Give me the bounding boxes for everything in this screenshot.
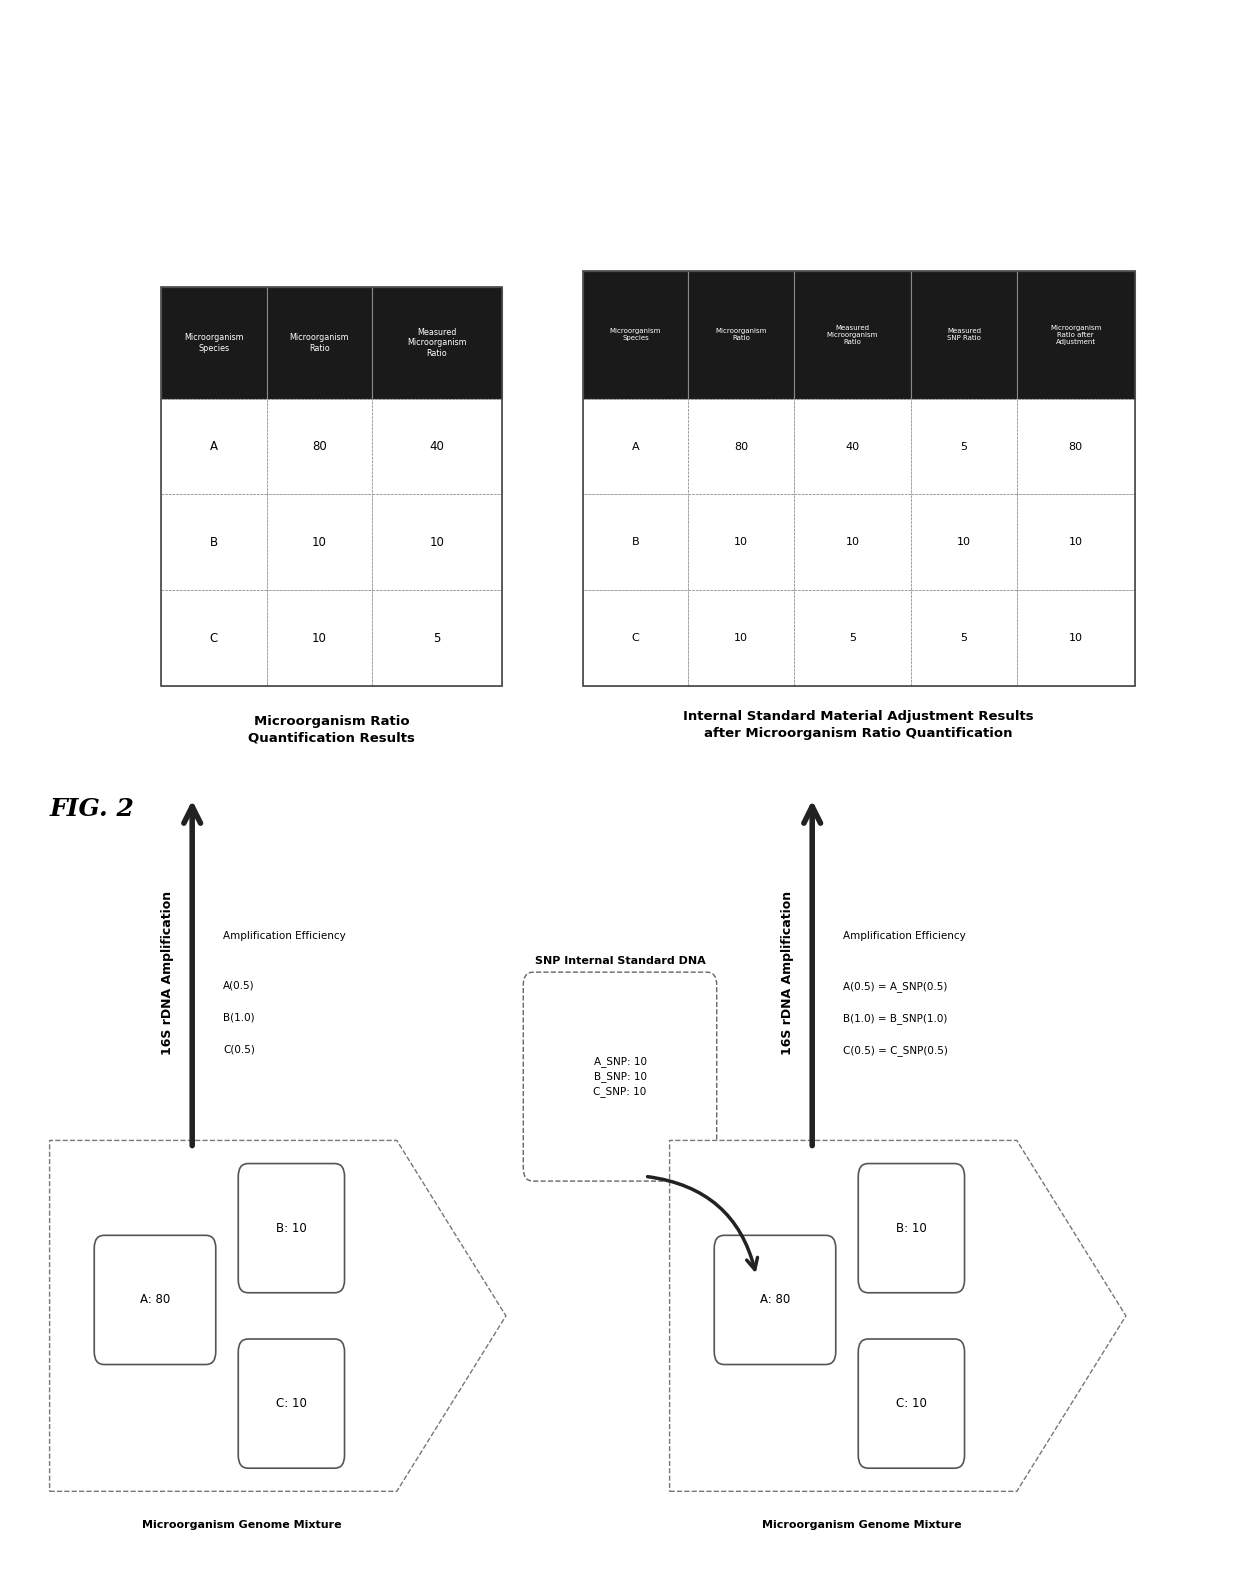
- FancyBboxPatch shape: [238, 1164, 345, 1292]
- Bar: [688, 271, 794, 399]
- Text: A: A: [631, 442, 640, 451]
- FancyBboxPatch shape: [238, 1340, 345, 1467]
- Text: 40: 40: [430, 440, 444, 453]
- Text: 80: 80: [1069, 442, 1083, 451]
- Text: 16S rDNA Amplification: 16S rDNA Amplification: [781, 892, 794, 1054]
- Text: 10: 10: [312, 536, 326, 549]
- Text: Measured
Microorganism
Ratio: Measured Microorganism Ratio: [827, 325, 878, 345]
- Text: Microorganism
Species: Microorganism Species: [184, 333, 244, 352]
- Text: A(0.5) = A_SNP(0.5): A(0.5) = A_SNP(0.5): [843, 981, 947, 992]
- Text: A: 80: A: 80: [140, 1294, 170, 1306]
- Text: B: 10: B: 10: [897, 1222, 926, 1235]
- Polygon shape: [670, 1140, 1126, 1491]
- Bar: [1017, 399, 1135, 494]
- Bar: [1017, 590, 1135, 686]
- FancyBboxPatch shape: [523, 971, 717, 1180]
- Text: B(1.0) = B_SNP(1.0): B(1.0) = B_SNP(1.0): [843, 1013, 947, 1024]
- Bar: [688, 590, 794, 686]
- Text: Measured
SNP Ratio: Measured SNP Ratio: [947, 329, 981, 341]
- Text: FIG. 2: FIG. 2: [50, 798, 134, 821]
- Text: Microorganism Genome Mixture: Microorganism Genome Mixture: [143, 1520, 341, 1530]
- Text: 5: 5: [961, 633, 967, 643]
- Bar: [372, 494, 502, 590]
- Text: 10: 10: [1069, 633, 1083, 643]
- Text: 10: 10: [957, 538, 971, 547]
- Bar: [794, 399, 911, 494]
- Text: 10: 10: [734, 633, 748, 643]
- Text: A_SNP: 10
B_SNP: 10
C_SNP: 10: A_SNP: 10 B_SNP: 10 C_SNP: 10: [594, 1056, 646, 1097]
- FancyBboxPatch shape: [858, 1340, 965, 1467]
- Text: 5: 5: [849, 633, 856, 643]
- Bar: [161, 494, 267, 590]
- Bar: [911, 494, 1017, 590]
- Bar: [794, 494, 911, 590]
- Bar: [267, 590, 372, 686]
- Bar: [911, 590, 1017, 686]
- FancyBboxPatch shape: [94, 1235, 216, 1364]
- Text: 10: 10: [430, 536, 444, 549]
- Bar: [161, 287, 267, 399]
- Bar: [372, 399, 502, 494]
- Text: Amplification Efficiency: Amplification Efficiency: [223, 931, 346, 941]
- Text: Microorganism Ratio
Quantification Results: Microorganism Ratio Quantification Resul…: [248, 715, 415, 745]
- Text: C: C: [210, 632, 218, 644]
- Bar: [267, 494, 372, 590]
- Text: SNP Internal Standard DNA: SNP Internal Standard DNA: [534, 955, 706, 965]
- Bar: [583, 271, 688, 399]
- Bar: [794, 271, 911, 399]
- Bar: [267, 287, 372, 399]
- Bar: [372, 590, 502, 686]
- Bar: [583, 271, 1135, 686]
- Text: Microorganism
Ratio: Microorganism Ratio: [715, 329, 766, 341]
- Text: Microorganism
Species: Microorganism Species: [610, 329, 661, 341]
- Bar: [1017, 494, 1135, 590]
- Text: A(0.5): A(0.5): [223, 981, 255, 990]
- Text: 16S rDNA Amplification: 16S rDNA Amplification: [161, 892, 174, 1054]
- Text: Measured
Microorganism
Ratio: Measured Microorganism Ratio: [407, 329, 467, 357]
- Text: C(0.5): C(0.5): [223, 1045, 255, 1054]
- Bar: [688, 399, 794, 494]
- Bar: [583, 399, 688, 494]
- FancyBboxPatch shape: [858, 1164, 965, 1292]
- Text: B: B: [631, 538, 640, 547]
- Bar: [161, 287, 502, 686]
- Bar: [267, 399, 372, 494]
- Text: Microorganism
Ratio after
Adjustment: Microorganism Ratio after Adjustment: [1050, 325, 1101, 345]
- Text: 80: 80: [734, 442, 748, 451]
- Text: C: C: [631, 633, 640, 643]
- FancyBboxPatch shape: [714, 1235, 836, 1364]
- Text: 10: 10: [846, 538, 859, 547]
- Text: C: 10: C: 10: [277, 1397, 306, 1410]
- Bar: [794, 590, 911, 686]
- Text: 40: 40: [846, 442, 859, 451]
- Bar: [372, 287, 502, 399]
- Text: B: B: [210, 536, 218, 549]
- Text: Microorganism
Ratio: Microorganism Ratio: [289, 333, 350, 352]
- Text: Microorganism Genome Mixture: Microorganism Genome Mixture: [763, 1520, 961, 1530]
- Bar: [583, 494, 688, 590]
- Text: C(0.5) = C_SNP(0.5): C(0.5) = C_SNP(0.5): [843, 1045, 949, 1056]
- Bar: [583, 590, 688, 686]
- Text: 10: 10: [734, 538, 748, 547]
- Text: A: A: [210, 440, 218, 453]
- Bar: [911, 271, 1017, 399]
- Text: B: 10: B: 10: [277, 1222, 306, 1235]
- Text: B(1.0): B(1.0): [223, 1013, 255, 1022]
- Text: Amplification Efficiency: Amplification Efficiency: [843, 931, 966, 941]
- Bar: [1017, 271, 1135, 399]
- Bar: [161, 590, 267, 686]
- Bar: [161, 399, 267, 494]
- Bar: [911, 399, 1017, 494]
- Text: 80: 80: [312, 440, 326, 453]
- Text: 10: 10: [312, 632, 326, 644]
- Bar: [688, 494, 794, 590]
- Text: 5: 5: [434, 632, 440, 644]
- Text: Internal Standard Material Adjustment Results
after Microorganism Ratio Quantifi: Internal Standard Material Adjustment Re…: [683, 710, 1034, 740]
- Text: 5: 5: [961, 442, 967, 451]
- Text: A: 80: A: 80: [760, 1294, 790, 1306]
- Text: C: 10: C: 10: [897, 1397, 926, 1410]
- Polygon shape: [50, 1140, 506, 1491]
- Text: 10: 10: [1069, 538, 1083, 547]
